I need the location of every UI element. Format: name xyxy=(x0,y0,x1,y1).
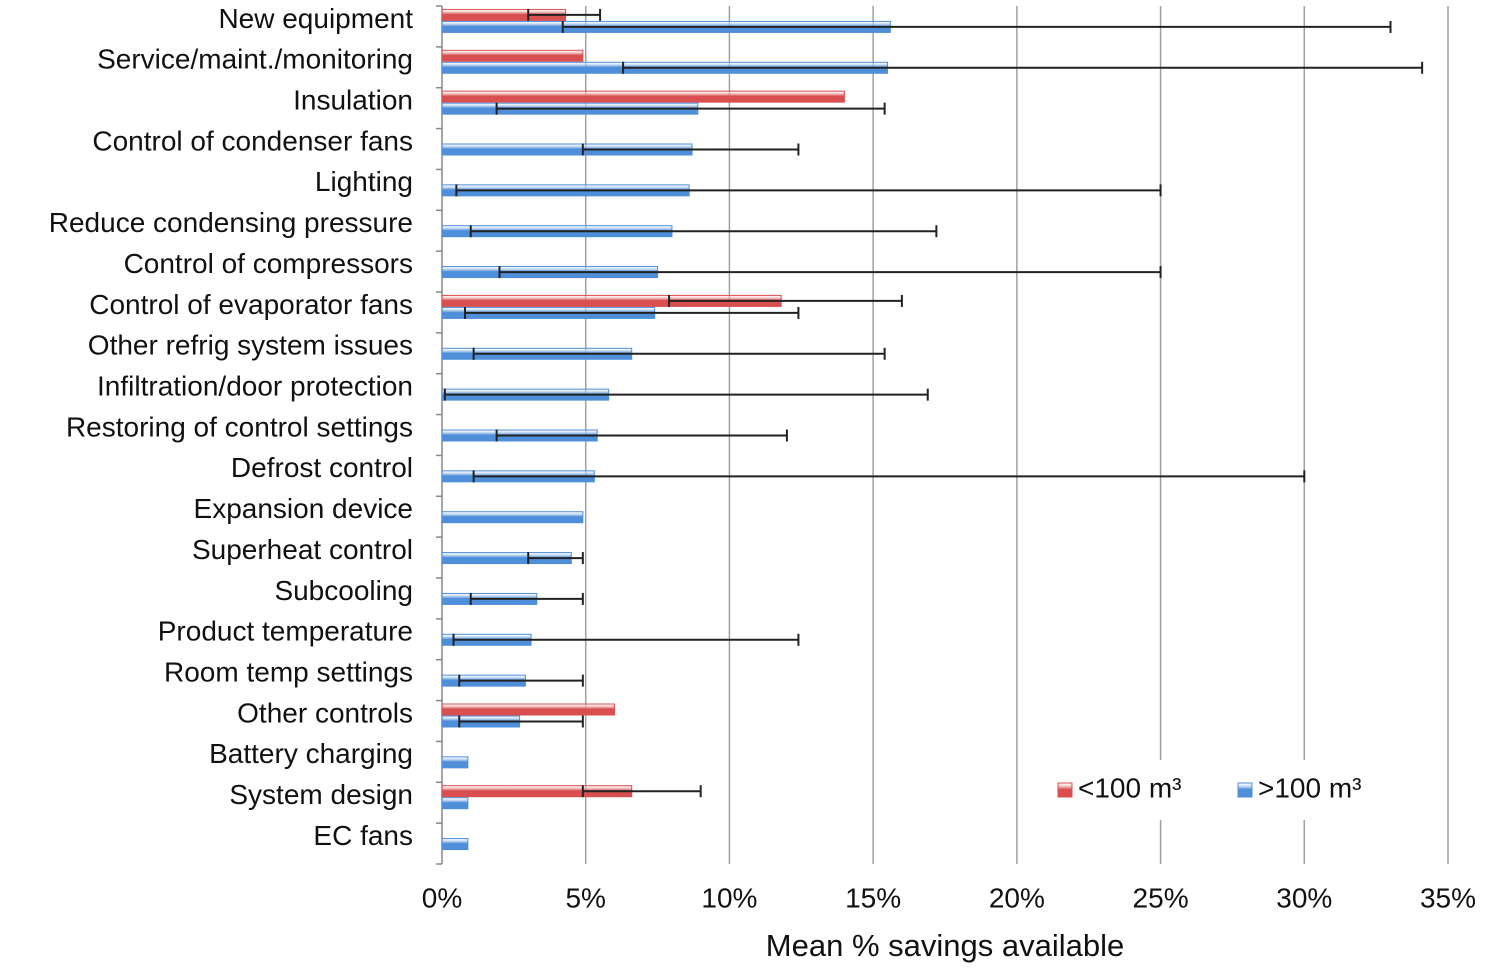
bar xyxy=(441,838,469,851)
error-bar xyxy=(622,61,1424,74)
error-bar xyxy=(458,715,584,728)
x-tick-label: 25% xyxy=(1133,882,1189,913)
error-bar xyxy=(527,552,584,565)
bar xyxy=(441,511,584,524)
bar xyxy=(441,797,469,810)
error-bar xyxy=(527,8,602,21)
x-tick-label: 10% xyxy=(701,882,757,913)
y-tick-label: Defrost control xyxy=(231,452,413,483)
y-tick-label: Other controls xyxy=(237,697,413,728)
x-tick-label: 35% xyxy=(1420,882,1476,913)
legend-box xyxy=(1040,760,1390,820)
legend-label: >100 m³ xyxy=(1258,772,1362,803)
y-tick-label: Expansion device xyxy=(194,493,413,524)
legend-swatch xyxy=(1237,782,1253,798)
x-tick-label: 15% xyxy=(845,882,901,913)
error-bar xyxy=(472,347,886,360)
x-tick-label: 30% xyxy=(1276,882,1332,913)
error-bar xyxy=(472,470,1306,483)
y-tick-label: New equipment xyxy=(218,3,413,34)
y-tick-label: Control of evaporator fans xyxy=(89,289,413,320)
y-tick-label: Control of compressors xyxy=(124,248,413,279)
error-bar xyxy=(581,785,702,798)
error-bar xyxy=(443,388,929,401)
y-tick-label: Subcooling xyxy=(274,575,413,606)
bar xyxy=(441,49,584,62)
error-bar xyxy=(455,184,1162,197)
x-tick-label: 0% xyxy=(422,882,462,913)
y-tick-label: Service/maint./monitoring xyxy=(97,44,413,75)
error-bar xyxy=(458,674,584,687)
error-bar xyxy=(469,225,938,238)
x-tick-label: 20% xyxy=(989,882,1045,913)
y-tick-label: Reduce condensing pressure xyxy=(49,207,413,238)
error-bar xyxy=(668,294,903,307)
y-tick-label: EC fans xyxy=(313,820,413,851)
error-bar xyxy=(581,143,800,156)
bar xyxy=(441,90,845,103)
x-axis-title: Mean % savings available xyxy=(766,928,1124,963)
legend-label: <100 m³ xyxy=(1078,772,1182,803)
y-tick-label: Restoring of control settings xyxy=(66,411,413,442)
y-tick-label: Insulation xyxy=(293,85,413,116)
y-tick-label: Control of condenser fans xyxy=(92,125,413,156)
y-tick-label: Infiltration/door protection xyxy=(97,371,413,402)
error-bar xyxy=(469,592,584,605)
error-bar xyxy=(498,266,1162,279)
bar xyxy=(441,756,469,769)
y-tick-label: System design xyxy=(229,779,413,810)
y-tick-label: Product temperature xyxy=(158,616,413,647)
y-tick-label: Room temp settings xyxy=(164,657,413,688)
error-bar xyxy=(463,306,800,319)
error-bar xyxy=(495,429,788,442)
y-tick-label: Lighting xyxy=(315,166,413,197)
x-tick-label: 5% xyxy=(565,882,605,913)
bar xyxy=(441,703,615,716)
error-bar xyxy=(452,633,800,646)
y-tick-label: Battery charging xyxy=(209,738,413,769)
legend-swatch xyxy=(1057,782,1073,798)
error-bar xyxy=(561,20,1392,33)
y-tick-label: Other refrig system issues xyxy=(88,330,413,361)
error-bar xyxy=(495,102,886,115)
y-tick-label: Superheat control xyxy=(192,534,413,565)
